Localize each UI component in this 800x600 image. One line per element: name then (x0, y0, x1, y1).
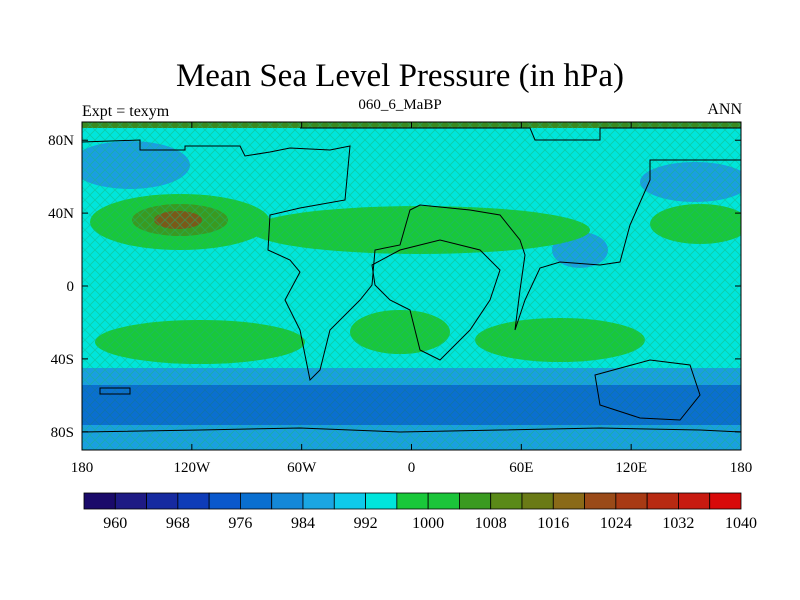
colorbar-label: 1032 (662, 515, 694, 532)
experiment-label: Expt = texym (82, 103, 170, 120)
season-label: ANN (707, 101, 742, 118)
colorbar-swatch (521, 492, 554, 510)
colorbar-swatch (552, 492, 585, 510)
colorbar-swatch (240, 492, 273, 510)
colorbar-swatch (146, 492, 179, 510)
latitude-axis: 80N 40N 0 40S 80S (48, 133, 741, 441)
colorbar-swatch (584, 492, 617, 510)
colorbar-swatch (490, 492, 523, 510)
lat-tick-label: 0 (67, 279, 75, 295)
lon-tick-label: 60E (509, 460, 533, 476)
lat-tick-label: 80N (48, 133, 74, 149)
colorbar-label: 984 (291, 515, 315, 532)
pressure-field (82, 122, 741, 450)
colorbar-swatch (459, 492, 492, 510)
colorbar-swatch (646, 492, 679, 510)
colorbar-label: 1008 (475, 515, 507, 532)
lon-tick-label: 120E (615, 460, 647, 476)
coastlines (82, 127, 741, 433)
colorbar-swatch (177, 492, 210, 510)
colorbar-label: 1040 (725, 515, 757, 532)
colorbar-label: 1016 (537, 515, 569, 532)
longitude-axis: 180 120W 60W 0 60E 120E 180 (71, 122, 753, 476)
colorbar-label: 960 (103, 515, 127, 532)
colorbar-swatch (615, 492, 648, 510)
lat-tick-label: 40N (48, 206, 74, 222)
colorbar-swatch (302, 492, 335, 510)
colorbar-label: 992 (354, 515, 378, 532)
colorbar-swatch (114, 492, 147, 510)
lon-tick-label: 180 (730, 460, 753, 476)
colorbar-swatch (333, 492, 366, 510)
colorbar-label: 976 (228, 515, 252, 532)
colorbar-swatch (678, 492, 711, 510)
lon-tick-label: 120W (173, 460, 211, 476)
colorbar-swatch (709, 492, 742, 510)
lat-tick-label: 80S (51, 425, 74, 441)
colorbar-swatch (271, 492, 304, 510)
colorbar-swatch (83, 492, 116, 510)
colorbar-swatch (396, 492, 429, 510)
colorbar-label: 968 (166, 515, 190, 532)
subtitle-label: 060_6_MaBP (358, 97, 442, 113)
colorbar-label: 1000 (412, 515, 444, 532)
colorbar-swatch (365, 492, 398, 510)
lat-tick-label: 40S (51, 352, 74, 368)
lon-tick-label: 0 (408, 460, 416, 476)
colorbar-swatch (427, 492, 460, 510)
colorbar-swatch (208, 492, 241, 510)
chart-title: Mean Sea Level Pressure (in hPa) (175, 58, 625, 94)
lon-tick-label: 180 (71, 460, 94, 476)
colorbar: 960 968 976 984 992 1000 1008 1016 1024 1032 1040 (83, 492, 757, 532)
lon-tick-label: 60W (287, 460, 317, 476)
colorbar-label: 1024 (600, 515, 632, 532)
stipple-overlay-south (82, 385, 741, 425)
